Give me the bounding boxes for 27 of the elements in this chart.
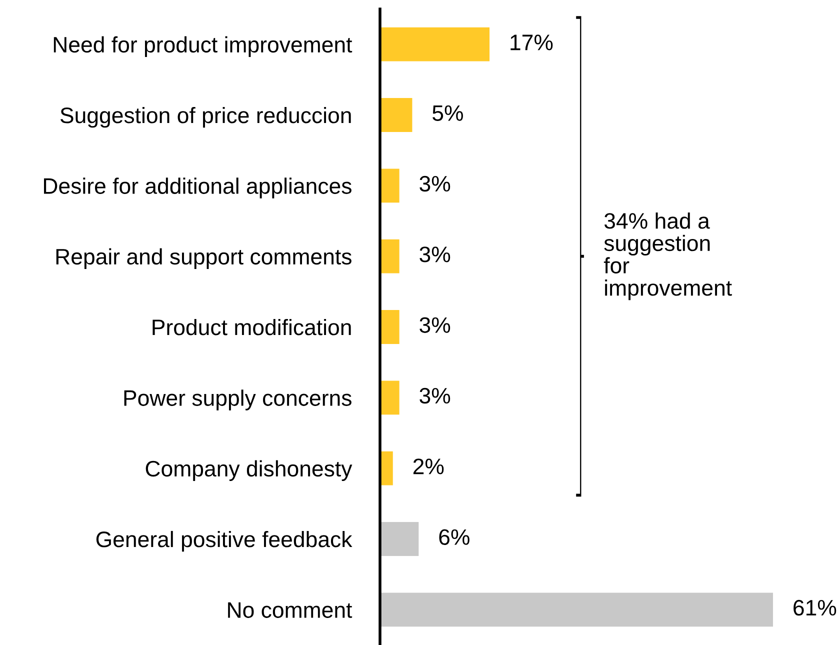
data-label: 2% <box>413 458 444 474</box>
y-tick-label: Product modification <box>152 318 351 336</box>
data-label: 3% <box>420 388 450 404</box>
y-tick-label: Suggestion of price reduccion <box>60 106 351 128</box>
bar <box>380 380 400 415</box>
bar <box>380 592 773 627</box>
bar <box>380 27 490 62</box>
y-tick-label: Desire for additional appliances <box>44 178 352 198</box>
data-label: 5% <box>432 105 463 121</box>
data-label: 6% <box>439 529 470 545</box>
y-tick-label: Power supply concerns <box>124 390 352 410</box>
bar <box>380 522 419 556</box>
bar <box>380 310 400 344</box>
y-tick-label: Need for product improvement <box>54 36 352 57</box>
data-label: 17% <box>510 34 553 50</box>
data-label: 61% <box>794 600 836 616</box>
y-tick-label: General positive feedback <box>96 530 352 552</box>
bar <box>380 98 412 132</box>
data-label: 3% <box>420 246 450 262</box>
data-label: 3% <box>420 317 450 333</box>
annotation: 34% had a suggestion for improvement <box>604 212 732 300</box>
data-label: 3% <box>420 176 450 192</box>
y-tick-label: Repair and support comments <box>56 248 352 269</box>
bar <box>380 239 400 274</box>
bar <box>380 168 400 203</box>
y-tick-label: Company dishonesty <box>146 460 352 481</box>
y-tick-label: No comment <box>228 602 352 618</box>
